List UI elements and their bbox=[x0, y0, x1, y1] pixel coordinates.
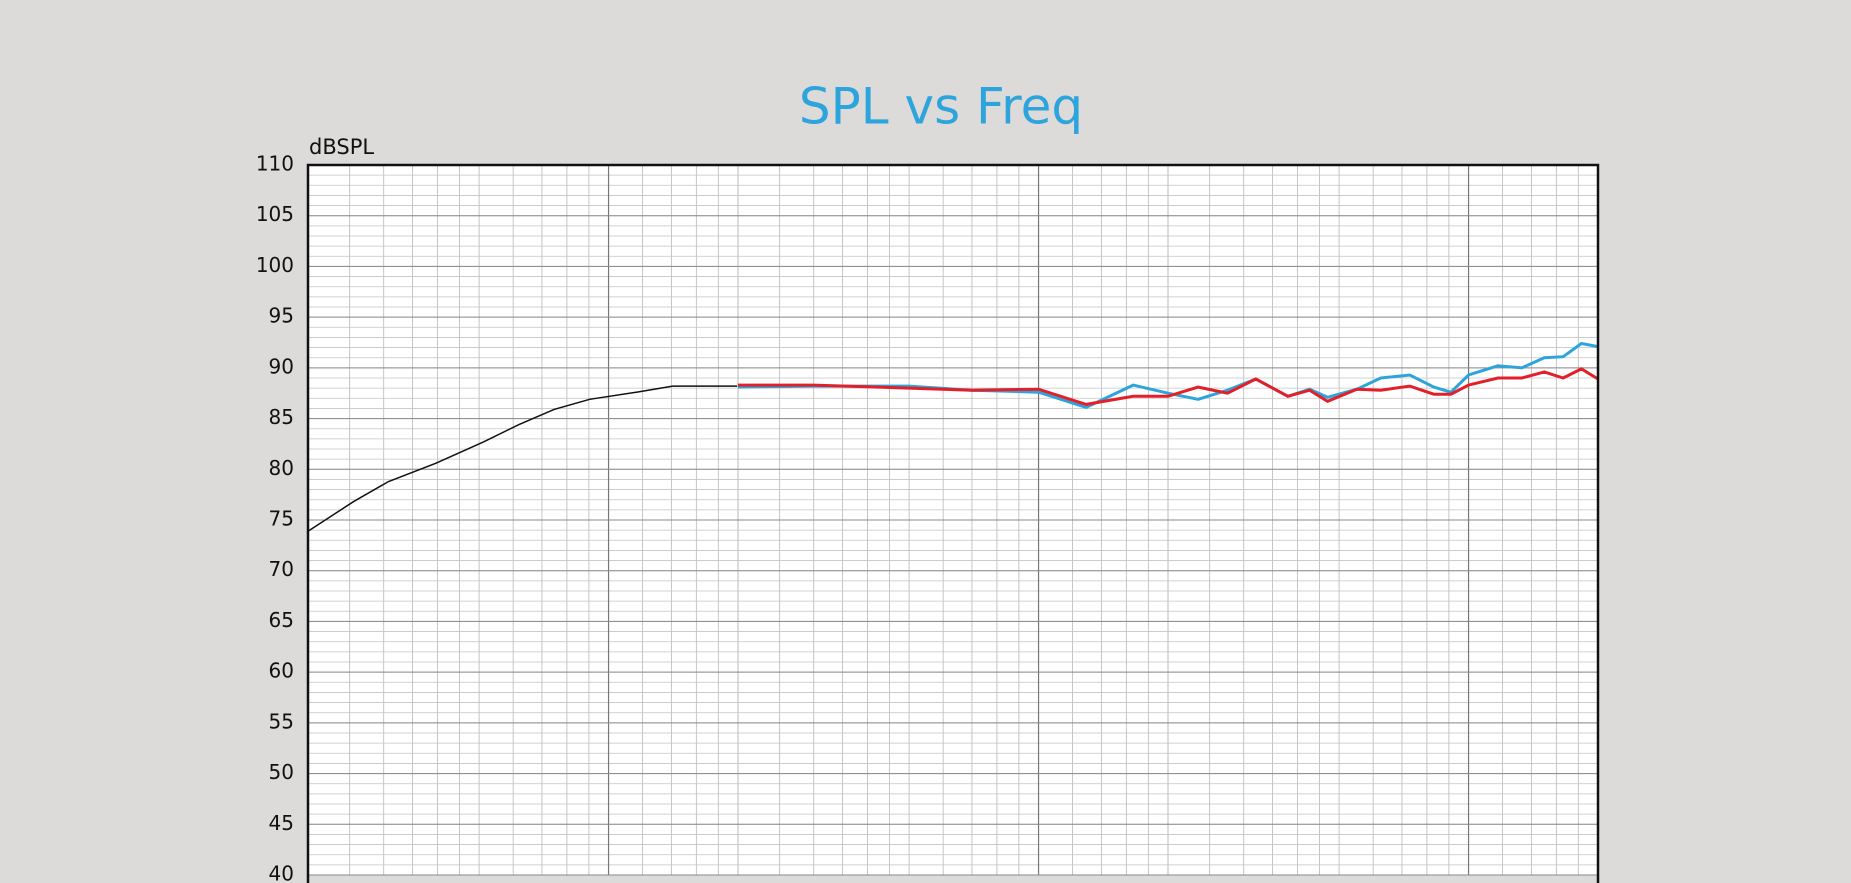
y-tick-label: 95 bbox=[269, 304, 294, 328]
chart-title: SPL vs Freq bbox=[799, 78, 1083, 136]
y-tick-label: 60 bbox=[269, 659, 294, 683]
y-tick-label: 40 bbox=[269, 862, 294, 883]
plot-frame bbox=[306, 163, 1600, 883]
series-line bbox=[737, 341, 1599, 410]
y-axis-label: dBSPL bbox=[309, 135, 374, 159]
y-tick-label: 85 bbox=[269, 405, 294, 429]
y-tick-label: 55 bbox=[269, 709, 294, 733]
series-line bbox=[307, 385, 738, 532]
y-tick-label: 105 bbox=[256, 202, 294, 226]
y-tick-label: 70 bbox=[269, 557, 294, 581]
y-tick-label: 90 bbox=[269, 354, 294, 378]
y-tick-label: 75 bbox=[269, 507, 294, 531]
y-tick-label: 50 bbox=[269, 760, 294, 784]
y-tick-label: 65 bbox=[269, 608, 294, 632]
series-line bbox=[738, 367, 1599, 406]
y-tick-label: 80 bbox=[269, 456, 294, 480]
y-tick-label: 45 bbox=[269, 811, 294, 835]
y-tick-label: 110 bbox=[256, 152, 294, 176]
y-tick-label: 100 bbox=[256, 253, 294, 277]
